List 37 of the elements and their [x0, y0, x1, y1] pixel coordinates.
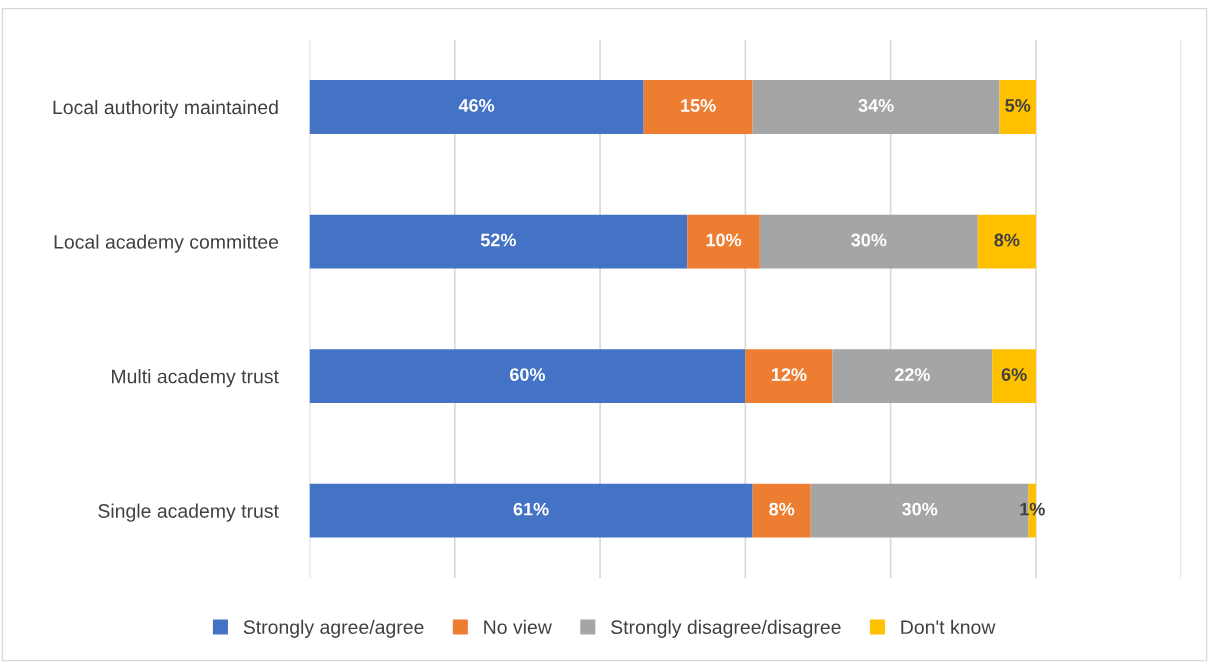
- data-label: 46%: [458, 99, 495, 112]
- legend-label: Don't know: [901, 619, 996, 635]
- bar: [643, 80, 753, 134]
- legend-label: No view: [484, 619, 552, 635]
- bar: [309, 349, 746, 404]
- data-label: 22%: [894, 368, 931, 381]
- bar: [999, 80, 1036, 134]
- bar: [752, 80, 1000, 134]
- data-label: 61%: [513, 502, 549, 516]
- bar: [309, 214, 688, 269]
- y-tick-label: Multi academy trust: [111, 369, 279, 388]
- legend-label: Strongly disagree/disagree: [611, 619, 841, 638]
- data-label: 6%: [1001, 368, 1027, 381]
- bar: [687, 214, 760, 269]
- bar: [752, 483, 811, 538]
- data-label: 52%: [480, 233, 516, 247]
- data-label: 30%: [851, 233, 887, 247]
- bar: [309, 80, 644, 134]
- bar: [309, 483, 753, 538]
- legend-label: Strongly agree/agree: [243, 619, 424, 638]
- data-label: 5%: [1005, 99, 1031, 112]
- y-tick-label: Single academy trust: [98, 503, 279, 522]
- data-label: 30%: [902, 502, 938, 516]
- data-label: 8%: [994, 233, 1020, 247]
- bar: [759, 214, 978, 269]
- bar: [977, 214, 1036, 269]
- y-tick-label: Local authority maintained: [53, 99, 278, 119]
- data-label: 60%: [510, 368, 546, 381]
- data-label: 10%: [706, 233, 742, 247]
- data-label: 12%: [772, 368, 807, 381]
- y-tick-label: Local academy committee: [54, 234, 279, 253]
- data-label: 8%: [769, 502, 795, 516]
- bar: [832, 349, 993, 404]
- bar: [992, 349, 1036, 404]
- bar: [745, 349, 833, 404]
- data-label: 34%: [858, 99, 894, 112]
- data-label: 15%: [681, 99, 716, 112]
